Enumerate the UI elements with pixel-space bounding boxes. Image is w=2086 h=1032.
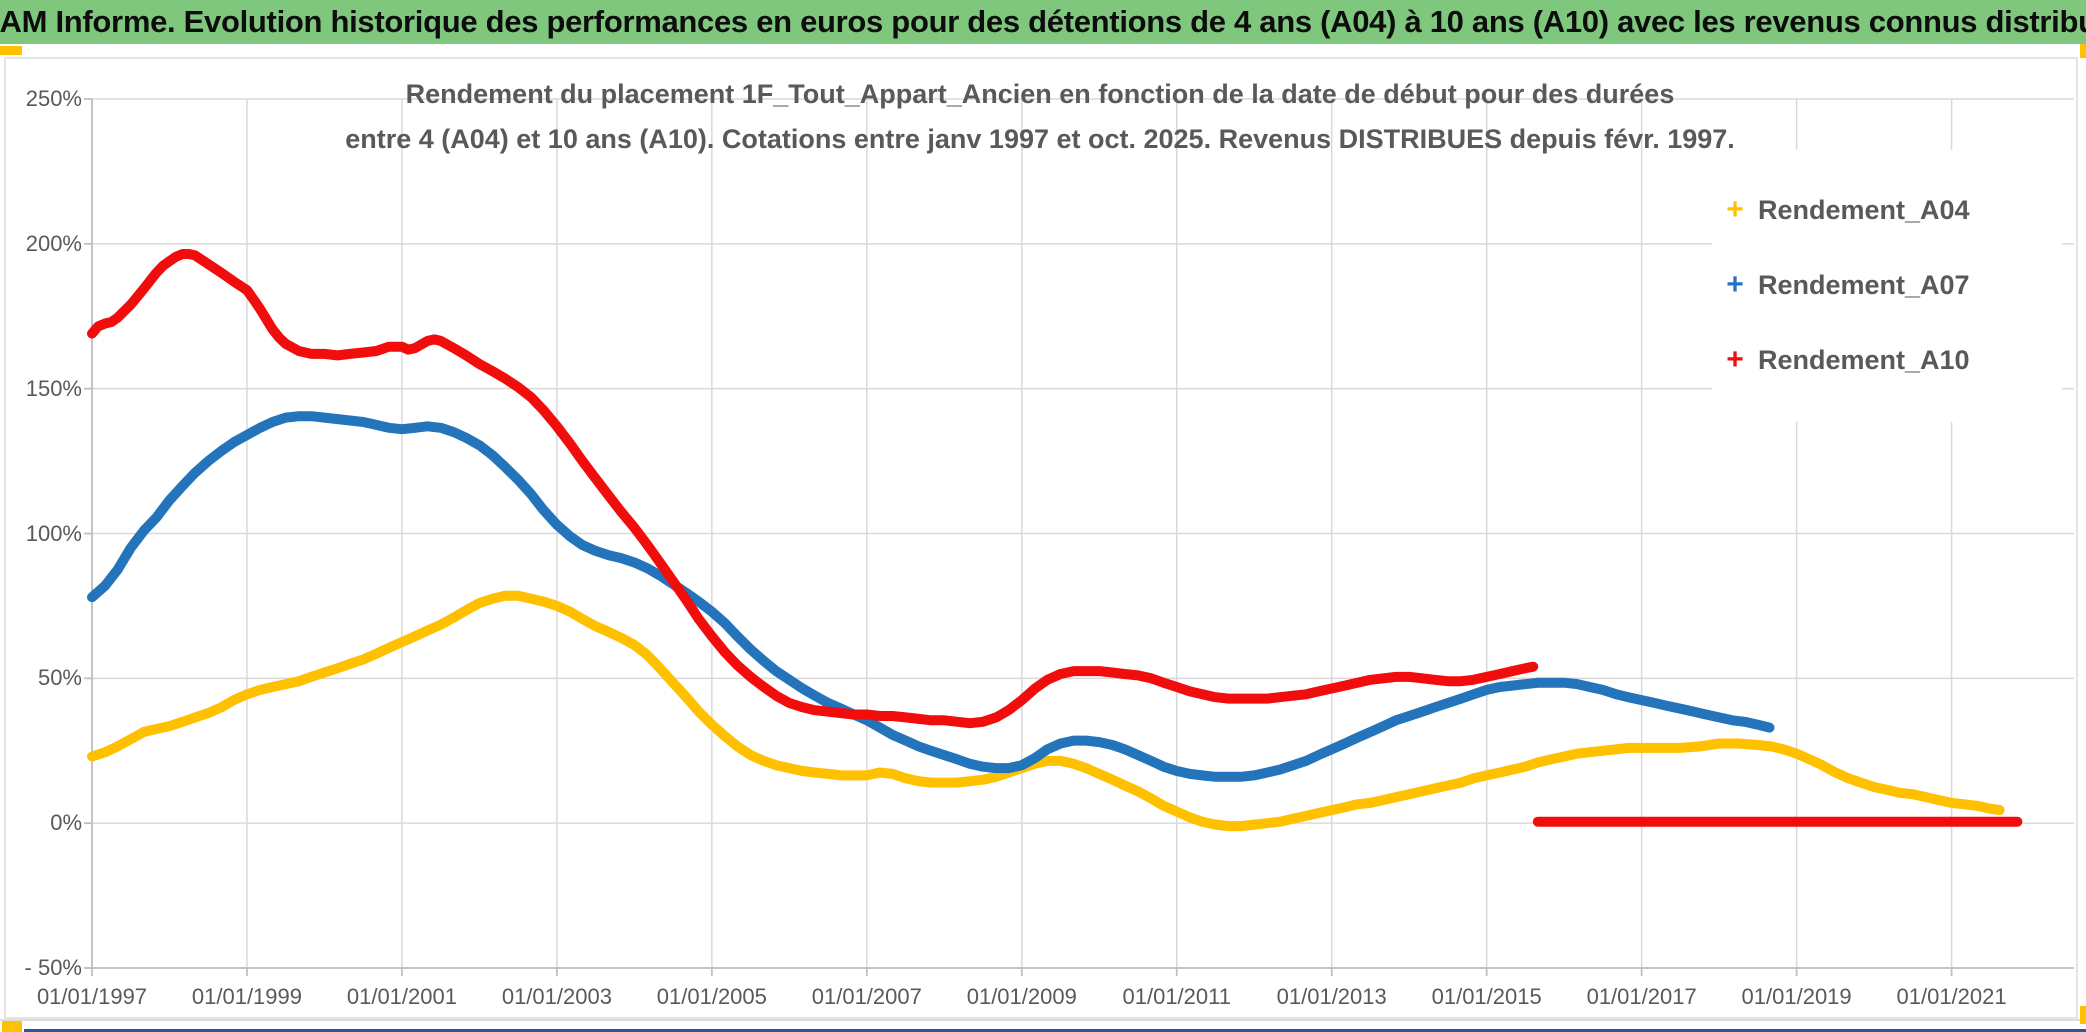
page-title: ADAM Informe. Evolution historique des p… (0, 4, 2086, 39)
chart-title-line1: Rendement du placement 1F_Tout_Appart_An… (405, 79, 1675, 109)
legend-row-rendement-a10[interactable]: + Rendement_A10 (1712, 338, 2062, 382)
plus-marker-icon: + (1726, 193, 1744, 226)
legend-label: Rendement_A07 (1758, 269, 1970, 300)
x-axis-tick-label: 01/01/1999 (191, 984, 302, 1009)
y-axis-tick-label: 50% (37, 665, 82, 691)
x-axis-tick-label: 01/01/2009 (966, 984, 1077, 1009)
header-banner: ADAM Informe. Evolution historique des p… (0, 0, 2086, 44)
chart-title-line2: entre 4 (A04) et 10 ans (A10). Cotations… (345, 124, 1735, 154)
legend-label: Rendement_A04 (1758, 194, 1970, 225)
y-axis-tick-label: 200% (25, 230, 82, 256)
legend-row-rendement-a04[interactable]: + Rendement_A04 (1712, 188, 2062, 232)
chart-legend: + Rendement_A04 + Rendement_A07 + Rendem… (1712, 150, 2062, 422)
bottom-blue-bar (24, 1029, 2086, 1032)
y-axis-tick-label: 0% (50, 810, 82, 836)
x-axis-tick-label: 01/01/2017 (1586, 984, 1697, 1009)
series-line-rendement_a04[interactable] (87, 590, 2005, 832)
bottom-divider (0, 1019, 2086, 1021)
x-axis-tick-label: 01/01/2013 (1276, 984, 1387, 1009)
y-axis-tick-label: 250% (25, 86, 82, 111)
selection-handle-top-right[interactable] (2080, 44, 2086, 58)
x-axis-tick-label: 01/01/2015 (1431, 984, 1542, 1009)
x-axis-tick-label: 01/01/2001 (346, 984, 457, 1009)
plus-marker-icon: + (1726, 343, 1744, 376)
plus-marker-icon: + (1726, 268, 1744, 301)
x-axis-tick-label: 01/01/2005 (656, 984, 767, 1009)
selection-handle-bottom-right[interactable] (2080, 1006, 2086, 1024)
x-axis-tick-label: 01/01/2021 (1896, 984, 2007, 1009)
legend-label: Rendement_A10 (1758, 344, 1970, 375)
y-axis-tick-label: - 50% (24, 955, 82, 980)
x-axis-tick-label: 01/01/2007 (811, 984, 922, 1009)
series-line-rendement_a10[interactable] (87, 249, 1539, 729)
selection-handle-top-left[interactable] (0, 46, 22, 55)
selection-handle-bottom-left[interactable] (2, 1021, 22, 1032)
x-axis-tick-label: 01/01/2003 (501, 984, 612, 1009)
x-axis-tick-label: 01/01/2019 (1741, 984, 1852, 1009)
series-line-rendement_a07[interactable] (87, 411, 1775, 782)
chart-title: Rendement du placement 1F_Tout_Appart_An… (190, 72, 1890, 162)
x-axis-tick-label: 01/01/1997 (36, 984, 148, 1009)
x-axis-tick-label: 01/01/2011 (1122, 984, 1231, 1009)
legend-row-rendement-a07[interactable]: + Rendement_A07 (1712, 263, 2062, 307)
y-axis-tick-label: 100% (25, 520, 82, 546)
y-axis-tick-label: 150% (25, 375, 82, 401)
